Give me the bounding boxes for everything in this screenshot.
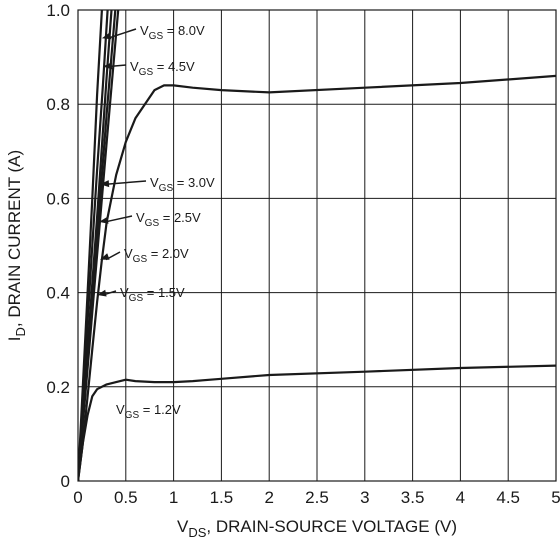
x-tick-label: 0 [73,488,82,507]
x-tick-label: 1.5 [210,488,234,507]
y-tick-label: 0.8 [46,95,70,114]
y-tick-label: 0 [61,472,70,491]
x-tick-label: 2 [264,488,273,507]
series-label-2: VGS = 3.0V [150,175,215,194]
x-axis-title: VDS, DRAIN-SOURCE VOLTAGE (V) [177,517,457,540]
pointer-arrowhead-1 [102,62,113,70]
series-line-5 [78,74,556,481]
series-label-0: VGS = 8.0V [140,23,205,42]
x-tick-label: 2.5 [305,488,329,507]
pointer-arrowhead-2 [100,180,110,188]
annotation-labels: VGS = 8.0V VGS = 4.5V VGS = 3.0V VGS = 2.5V… [116,23,215,421]
series-label-1: VGS = 4.5V [130,59,195,78]
pointer-arrowhead-4 [100,253,110,260]
series-label-5: VGS = 1.5V [120,285,185,304]
x-tick-label: 3.5 [401,488,425,507]
y-axis-title: ID, DRAIN CURRENT (A) [5,150,28,341]
x-tick-label: 1 [169,488,178,507]
pointer-arrowhead-0 [101,32,112,40]
pointer-arrowhead-3 [99,216,109,224]
x-tick-label: 4.5 [496,488,520,507]
series-label-6: VGS = 1.2V [116,402,181,421]
annotation-pointers [97,28,147,297]
series-line-6 [78,364,556,481]
series-label-4: VGS = 2.0V [124,246,189,265]
pointer-line-2 [105,180,147,186]
x-tick-label: 4 [456,488,465,507]
y-tick-label: 0.4 [46,284,70,303]
series-label-3: VGS = 2.5V [136,210,201,229]
tick-labels: 0 0.5 1 1.5 2 2.5 3 3.5 4 4.5 5 0 0.2 0.4 0.6 0.8 1.0 [46,1,560,507]
curves [78,10,556,481]
y-tick-label: 0.6 [46,189,70,208]
pointer-line-3 [104,215,133,223]
x-tick-label: 3 [360,488,369,507]
pointer-line-0 [107,28,137,39]
x-tick-label: 5 [551,488,560,507]
x-tick-label: 0.5 [114,488,138,507]
y-tick-label: 1.0 [46,1,70,20]
y-tick-label: 0.2 [46,378,70,397]
plot-frame [77,9,557,482]
series-line-4 [78,10,120,481]
pointer-arrowhead-5 [97,289,107,297]
